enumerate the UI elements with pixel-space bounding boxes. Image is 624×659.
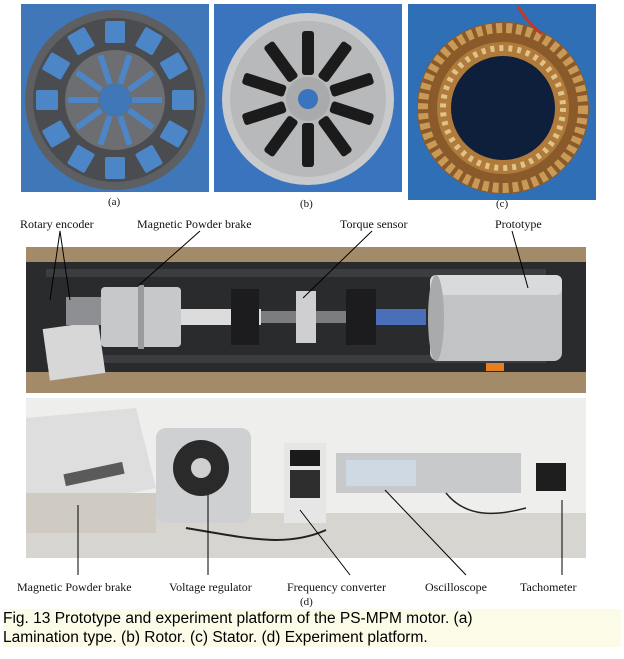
panel-label-b: (b) [300, 198, 313, 210]
panel-label-c: (c) [496, 198, 509, 210]
label-oscilloscope: Oscilloscope [425, 580, 487, 594]
lamination-photo [21, 4, 209, 192]
instrument-photo [26, 398, 586, 558]
rotor-photo [214, 4, 402, 192]
caption-line-1: Fig. 13 Prototype and experiment platfor… [3, 610, 473, 627]
figure-caption: Fig. 13 Prototype and experiment platfor… [3, 609, 621, 647]
label-magnetic-powder-brake-top: Magnetic Powder brake [137, 217, 252, 231]
caption-line-2: Lamination type. (b) Rotor. (c) Stator. … [3, 629, 428, 646]
stator-photo [408, 4, 596, 200]
panel-label-d: (d) [300, 596, 313, 608]
label-magnetic-powder-brake-bottom: Magnetic Powder brake [17, 580, 132, 594]
label-torque-sensor: Torque sensor [340, 217, 408, 231]
test-bench-photo [26, 247, 586, 393]
label-rotary-encoder: Rotary encoder [20, 217, 94, 231]
label-frequency-converter: Frequency converter [287, 580, 386, 594]
label-prototype: Prototype [495, 217, 542, 231]
label-voltage-regulator: Voltage regulator [169, 580, 252, 594]
panel-label-a: (a) [108, 196, 121, 208]
label-tachometer: Tachometer [520, 580, 577, 594]
